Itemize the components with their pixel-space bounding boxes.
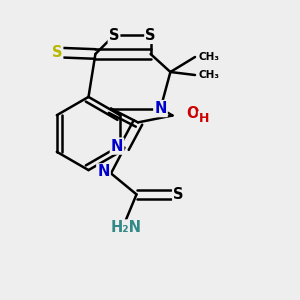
Text: N: N <box>154 101 167 116</box>
Text: CH₃: CH₃ <box>199 70 220 80</box>
Text: N: N <box>111 139 123 154</box>
Text: N: N <box>97 164 110 179</box>
Text: CH₃: CH₃ <box>199 52 220 62</box>
Text: H₂N: H₂N <box>110 220 142 236</box>
Text: S: S <box>52 45 62 60</box>
Text: H: H <box>199 112 209 125</box>
Text: S: S <box>145 28 156 43</box>
Text: O: O <box>187 106 199 121</box>
Text: S: S <box>109 28 119 43</box>
Text: S: S <box>173 187 184 202</box>
